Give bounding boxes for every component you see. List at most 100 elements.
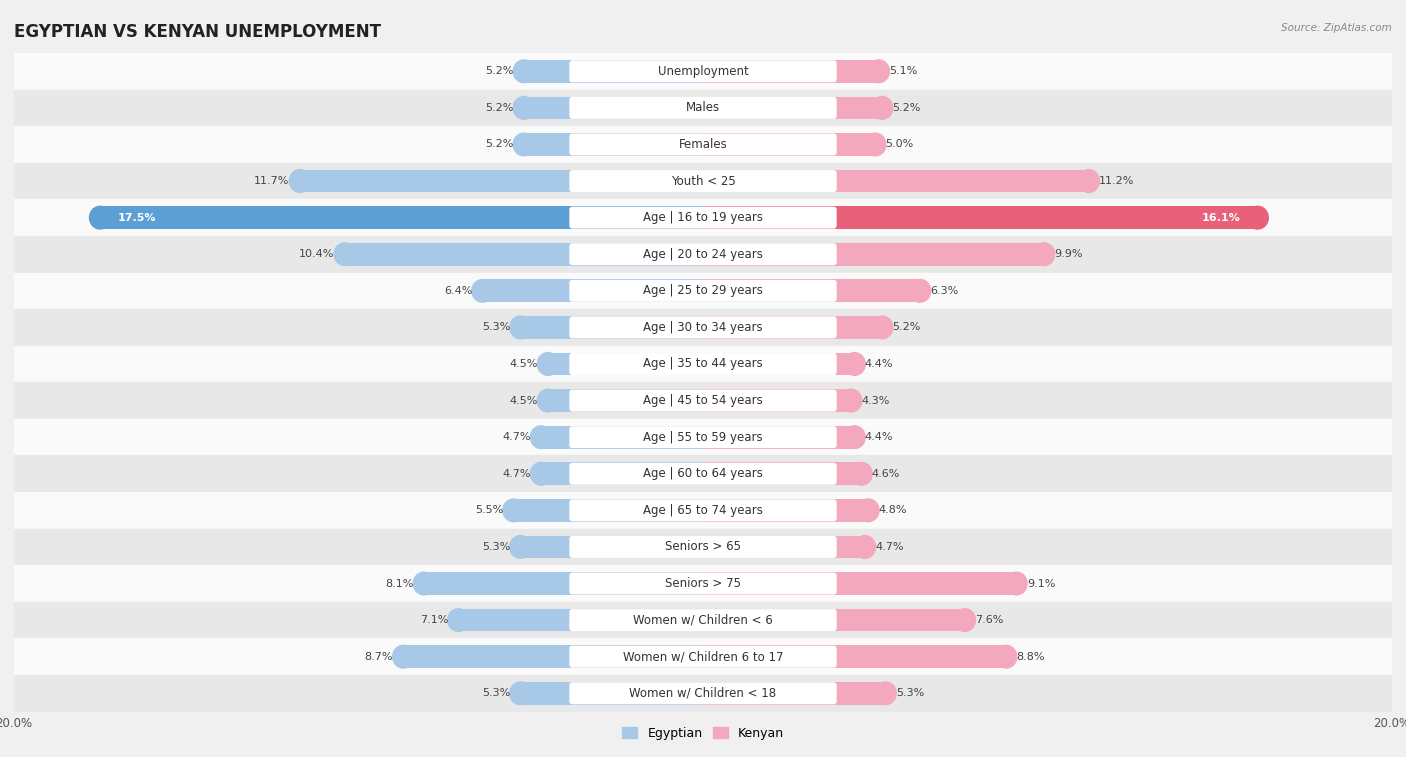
Bar: [520, 682, 703, 705]
Circle shape: [392, 646, 413, 668]
Bar: [703, 243, 1045, 266]
Text: 4.4%: 4.4%: [865, 432, 893, 442]
Circle shape: [858, 499, 879, 522]
Bar: [703, 353, 855, 375]
Circle shape: [513, 60, 534, 83]
Bar: [548, 353, 703, 375]
Bar: [703, 279, 920, 302]
FancyBboxPatch shape: [569, 390, 837, 412]
Bar: [703, 463, 862, 485]
Bar: [425, 572, 703, 595]
Text: Females: Females: [679, 138, 727, 151]
Text: 4.5%: 4.5%: [509, 359, 537, 369]
Text: 5.2%: 5.2%: [893, 103, 921, 113]
Bar: [541, 426, 703, 448]
FancyBboxPatch shape: [569, 170, 837, 192]
Bar: [703, 682, 886, 705]
Bar: [703, 536, 865, 558]
Circle shape: [503, 499, 524, 522]
Bar: [299, 170, 703, 192]
Text: Males: Males: [686, 101, 720, 114]
Text: 5.2%: 5.2%: [485, 139, 513, 149]
Text: Age | 25 to 29 years: Age | 25 to 29 years: [643, 285, 763, 298]
Text: 6.4%: 6.4%: [444, 286, 472, 296]
Circle shape: [851, 463, 872, 485]
Bar: [14, 199, 1392, 236]
Bar: [14, 419, 1392, 456]
Circle shape: [844, 353, 865, 375]
Bar: [14, 273, 1392, 309]
Text: Unemployment: Unemployment: [658, 65, 748, 78]
Circle shape: [841, 389, 862, 412]
Bar: [14, 53, 1392, 89]
Text: 4.8%: 4.8%: [879, 506, 907, 516]
FancyBboxPatch shape: [569, 646, 837, 668]
Bar: [404, 646, 703, 668]
Circle shape: [995, 646, 1017, 668]
Text: 4.5%: 4.5%: [509, 396, 537, 406]
Bar: [703, 207, 1257, 229]
Text: Source: ZipAtlas.com: Source: ZipAtlas.com: [1281, 23, 1392, 33]
Bar: [14, 163, 1392, 199]
Text: Age | 30 to 34 years: Age | 30 to 34 years: [643, 321, 763, 334]
Bar: [703, 170, 1088, 192]
Circle shape: [513, 97, 534, 119]
Bar: [524, 133, 703, 156]
Circle shape: [513, 133, 534, 156]
Bar: [524, 97, 703, 119]
Text: Seniors > 65: Seniors > 65: [665, 540, 741, 553]
Text: Age | 20 to 24 years: Age | 20 to 24 years: [643, 248, 763, 260]
FancyBboxPatch shape: [569, 463, 837, 484]
Text: 9.9%: 9.9%: [1054, 249, 1083, 259]
Bar: [14, 346, 1392, 382]
Bar: [14, 528, 1392, 565]
Text: Age | 35 to 44 years: Age | 35 to 44 years: [643, 357, 763, 370]
Circle shape: [868, 60, 890, 83]
Text: 5.2%: 5.2%: [485, 103, 513, 113]
Bar: [513, 499, 703, 522]
Text: 5.0%: 5.0%: [886, 139, 914, 149]
Circle shape: [1033, 243, 1054, 266]
Circle shape: [865, 133, 886, 156]
Circle shape: [472, 279, 494, 302]
FancyBboxPatch shape: [569, 243, 837, 265]
Circle shape: [910, 279, 931, 302]
Text: 5.5%: 5.5%: [475, 506, 503, 516]
Text: 4.7%: 4.7%: [502, 469, 531, 478]
Text: 4.4%: 4.4%: [865, 359, 893, 369]
FancyBboxPatch shape: [569, 133, 837, 155]
FancyBboxPatch shape: [569, 682, 837, 704]
Bar: [14, 382, 1392, 419]
Bar: [14, 565, 1392, 602]
Circle shape: [335, 243, 356, 266]
Bar: [541, 463, 703, 485]
Bar: [100, 207, 703, 229]
Circle shape: [537, 353, 558, 375]
Bar: [703, 426, 855, 448]
Bar: [703, 316, 882, 338]
Bar: [458, 609, 703, 631]
Text: 8.7%: 8.7%: [364, 652, 392, 662]
Circle shape: [510, 536, 531, 558]
Circle shape: [413, 572, 434, 595]
Circle shape: [875, 682, 896, 705]
Circle shape: [90, 207, 111, 229]
Circle shape: [537, 389, 558, 412]
Text: 5.2%: 5.2%: [893, 322, 921, 332]
Circle shape: [510, 316, 531, 338]
Bar: [14, 89, 1392, 126]
Text: Age | 55 to 59 years: Age | 55 to 59 years: [643, 431, 763, 444]
Text: Women w/ Children 6 to 17: Women w/ Children 6 to 17: [623, 650, 783, 663]
Circle shape: [872, 97, 893, 119]
Bar: [14, 309, 1392, 346]
Bar: [703, 499, 869, 522]
Bar: [703, 133, 875, 156]
Text: 11.2%: 11.2%: [1099, 176, 1135, 186]
Text: 4.7%: 4.7%: [502, 432, 531, 442]
Text: 6.3%: 6.3%: [931, 286, 959, 296]
Text: Age | 16 to 19 years: Age | 16 to 19 years: [643, 211, 763, 224]
Circle shape: [955, 609, 976, 631]
Bar: [703, 572, 1017, 595]
FancyBboxPatch shape: [569, 97, 837, 119]
Bar: [524, 60, 703, 83]
